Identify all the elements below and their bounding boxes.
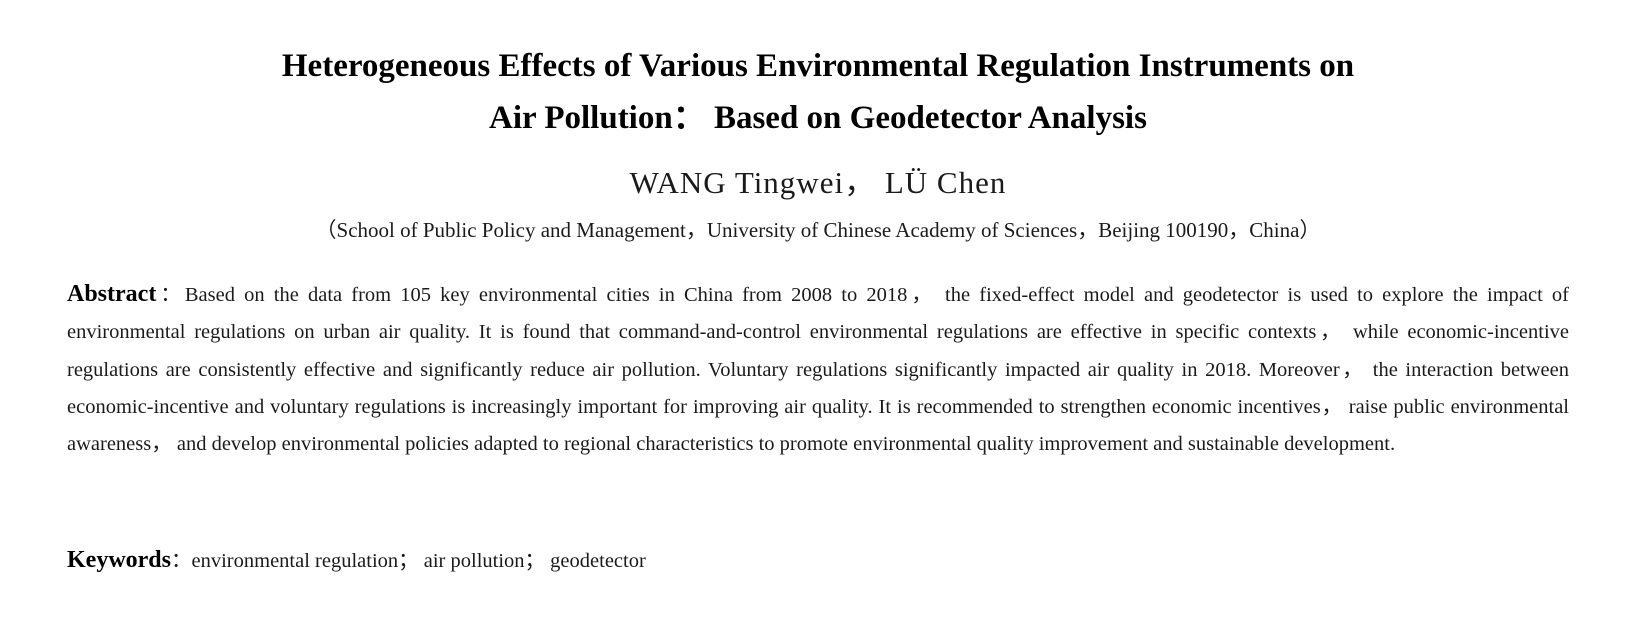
paper-title-line-2: Air Pollution： Based on Geodetector Anal… [489,100,1147,136]
keywords-paragraph: Keywords：environmental regulation； air p… [67,542,1569,580]
abstract-separator: ： [156,284,185,306]
paper-title-line-1: Heterogeneous Effects of Various Environ… [281,48,1355,84]
abstract-paragraph: Abstract：Based on the data from 105 key … [67,276,1569,463]
author-list: WANG Tingwei， LÜ Chen [629,165,1007,200]
abstract-text: Based on the data from 105 key environme… [67,284,1570,456]
keywords-separator: ： [171,550,192,572]
keywords-text: environmental regulation； air pollution；… [191,550,646,572]
author-affiliation: （School of Public Policy and Management，… [315,218,1321,242]
keywords-label: Keywords [67,547,171,573]
abstract-label: Abstract [67,281,157,307]
